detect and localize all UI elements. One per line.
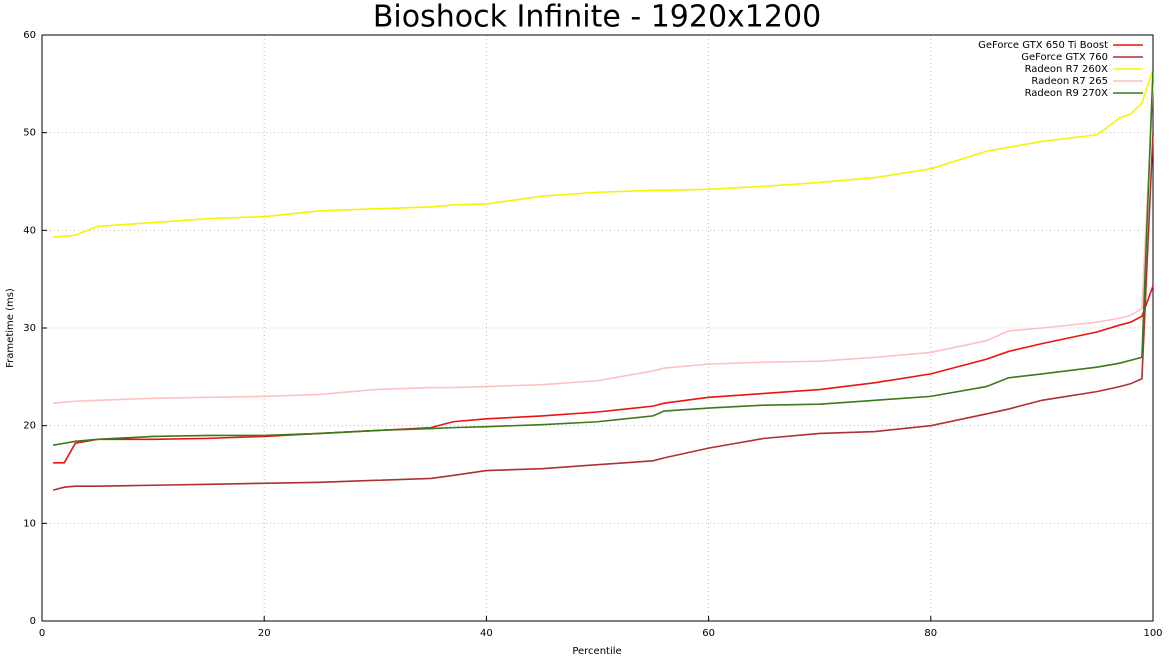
plot-frame	[41, 34, 1154, 622]
series-line	[53, 68, 1154, 238]
x-tick-label: 40	[480, 628, 493, 639]
legend-label: Radeon R7 265	[1031, 76, 1108, 87]
y-tick-label: 40	[23, 225, 36, 236]
x-tick-label: 20	[258, 628, 271, 639]
series-line	[52, 132, 1154, 491]
series-line	[53, 285, 1154, 464]
y-tick-label: 10	[23, 518, 36, 529]
legend-label: Radeon R7 260X	[1025, 64, 1109, 75]
x-axis-label: Percentile	[572, 646, 621, 657]
legend-label: GeForce GTX 760	[1021, 52, 1108, 63]
series-line	[53, 83, 1154, 405]
legend-label: Radeon R9 270X	[1025, 88, 1109, 99]
y-tick-label: 50	[23, 128, 36, 139]
y-tick-label: 20	[23, 421, 36, 432]
legend-label: GeForce GTX 650 Ti Boost	[978, 40, 1108, 51]
x-tick-label: 100	[1143, 628, 1162, 639]
x-tick-label: 0	[39, 628, 45, 639]
x-tick-label: 60	[702, 628, 715, 639]
y-tick-label: 60	[23, 30, 36, 41]
y-tick-label: 0	[30, 616, 36, 627]
series-line	[52, 69, 1154, 446]
x-tick-label: 80	[924, 628, 937, 639]
y-tick-label: 30	[23, 323, 36, 334]
y-axis-label: Frametime (ms)	[5, 288, 16, 368]
chart-title: Bioshock Infinite - 1920x1200	[373, 0, 821, 35]
